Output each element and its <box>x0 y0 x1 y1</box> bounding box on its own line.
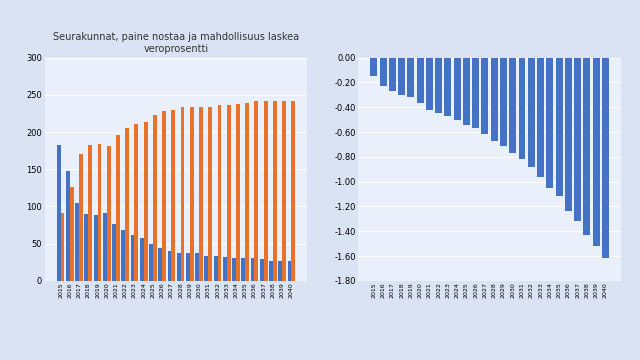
Bar <box>93 215 97 281</box>
Bar <box>61 213 65 281</box>
Bar <box>255 102 259 281</box>
Bar <box>177 253 180 281</box>
Bar <box>528 58 535 167</box>
Bar <box>153 115 157 281</box>
Bar <box>103 213 107 281</box>
Bar <box>66 171 70 281</box>
Bar <box>245 103 249 281</box>
Bar <box>287 261 291 281</box>
Bar <box>199 107 203 281</box>
Bar <box>491 58 498 141</box>
Bar <box>602 58 609 258</box>
Bar <box>273 101 277 281</box>
Bar <box>208 107 212 281</box>
Bar <box>125 128 129 281</box>
Bar <box>162 111 166 281</box>
Bar <box>158 248 162 281</box>
Bar <box>172 110 175 281</box>
Bar <box>227 105 230 281</box>
Bar <box>84 214 88 281</box>
Bar <box>223 257 227 281</box>
Bar <box>371 58 377 76</box>
Bar <box>500 58 507 146</box>
Bar <box>463 58 470 125</box>
Bar <box>70 187 74 281</box>
Bar <box>574 58 581 221</box>
Bar <box>140 238 144 281</box>
Bar <box>144 122 148 281</box>
Bar <box>116 135 120 281</box>
Bar <box>282 101 286 281</box>
Bar <box>426 58 433 110</box>
Title: Seurakunnat, paine nostaa ja mahdollisuus laskea
veroprosentti: Seurakunnat, paine nostaa ja mahdollisuu… <box>53 32 299 54</box>
Bar <box>269 261 273 281</box>
Bar <box>547 58 554 188</box>
Bar <box>134 124 138 281</box>
Bar <box>97 144 101 281</box>
Bar <box>168 251 172 281</box>
Bar <box>79 154 83 281</box>
Bar <box>88 145 92 281</box>
Bar <box>593 58 600 246</box>
Bar <box>186 252 190 281</box>
Bar <box>195 253 199 281</box>
Bar <box>122 230 125 281</box>
Bar <box>190 107 194 281</box>
Bar <box>509 58 516 153</box>
Bar <box>264 102 268 281</box>
Bar <box>389 58 396 91</box>
Bar <box>518 58 525 159</box>
Bar <box>537 58 544 177</box>
Bar <box>75 203 79 281</box>
Bar <box>260 259 264 281</box>
Bar <box>236 104 240 281</box>
Bar <box>131 235 134 281</box>
Bar <box>107 146 111 281</box>
Bar <box>417 58 424 103</box>
Bar <box>556 58 563 197</box>
Bar <box>444 58 451 116</box>
Bar <box>232 258 236 281</box>
Bar <box>57 145 61 281</box>
Bar <box>398 58 405 95</box>
Bar <box>180 107 184 281</box>
Bar <box>251 258 255 281</box>
Bar <box>291 101 295 281</box>
Bar <box>214 256 218 281</box>
Bar <box>204 256 208 281</box>
Bar <box>472 58 479 128</box>
Bar <box>149 244 153 281</box>
Bar <box>408 58 414 97</box>
Bar <box>481 58 488 135</box>
Bar <box>380 58 387 86</box>
Bar <box>241 258 245 281</box>
Bar <box>565 58 572 211</box>
Bar <box>454 58 461 120</box>
Bar <box>218 105 221 281</box>
Bar <box>278 261 282 281</box>
Bar <box>435 58 442 113</box>
Bar <box>584 58 590 235</box>
Bar <box>112 224 116 281</box>
